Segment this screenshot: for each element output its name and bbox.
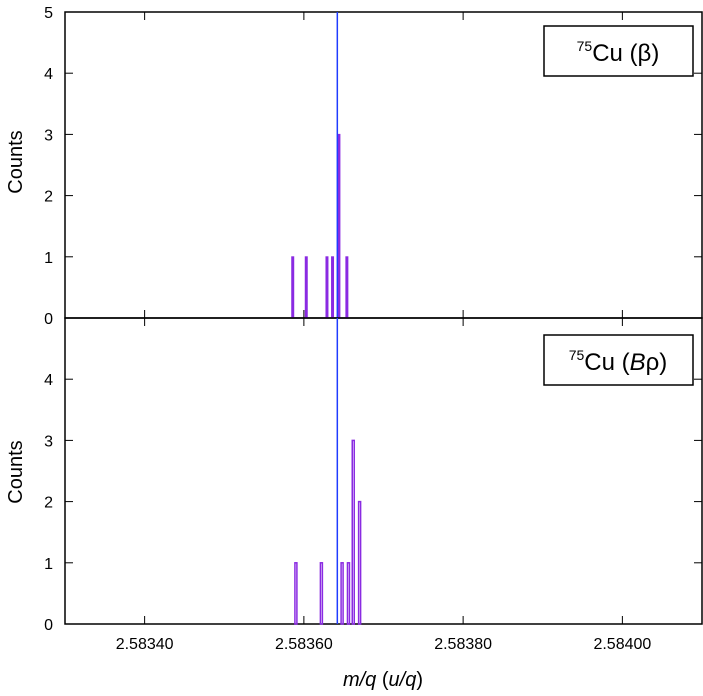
bottom-bars — [294, 439, 362, 625]
bottom-legend-label: 75Cu (Bρ) — [569, 347, 668, 376]
bottom-y-axis-title: Counts — [5, 440, 27, 503]
bottom-bar-3 — [346, 562, 351, 625]
top-y-tick-label-1: 1 — [44, 250, 53, 267]
bottom-y-tick-label-3: 3 — [44, 433, 53, 450]
top-bar-5 — [345, 256, 349, 319]
bottom-y-tick-label-4: 4 — [44, 372, 53, 389]
x-axis-title: m/q (u/q) — [343, 669, 423, 691]
bottom-bar-2 — [340, 562, 344, 625]
x-tick-label-0: 2.58340 — [116, 636, 174, 653]
top-bar-2 — [325, 256, 329, 319]
bottom-bar-1 — [319, 562, 324, 625]
top-bars — [291, 133, 349, 319]
top-legend-box — [543, 25, 694, 77]
x-tick-label-3: 2.58400 — [593, 636, 651, 653]
x-tick-label-2: 2.58380 — [434, 636, 492, 653]
bottom-y-tick-label-0: 0 — [44, 617, 53, 634]
top-y-tick-label-2: 2 — [44, 189, 53, 206]
x-tick-label-1: 2.58360 — [275, 636, 333, 653]
bottom-bar-0 — [294, 562, 298, 625]
top-y-tick-label-3: 3 — [44, 127, 53, 144]
top-y-tick-label-4: 4 — [44, 66, 53, 83]
top-y-tick-label-5: 5 — [44, 5, 53, 22]
bottom-y-tick-label-2: 2 — [44, 495, 53, 512]
top-y-axis: 0 1 2 3 4 5 — [44, 5, 702, 328]
bottom-bar-4 — [351, 439, 355, 625]
top-bar-0 — [291, 256, 295, 319]
bottom-y-tick-label-1: 1 — [44, 556, 53, 573]
top-panel: 0 1 2 3 4 5 Counts 75Cu (β) — [5, 5, 703, 328]
top-bar-1 — [304, 256, 308, 319]
top-legend-label: 75Cu (β) — [577, 38, 660, 67]
top-y-tick-label-0: 0 — [44, 311, 53, 328]
top-y-axis-title: Counts — [5, 130, 27, 193]
bottom-panel: 0 1 2 3 4 2.58340 2.58360 2.58380 2.58400 Count… — [5, 317, 703, 691]
bottom-x-axis: 2.58340 2.58360 2.58380 2.58400 — [116, 318, 651, 653]
bottom-bar-5 — [357, 500, 362, 625]
bottom-y-axis: 0 1 2 3 4 — [44, 372, 702, 634]
top-bar-4 — [337, 133, 341, 319]
bottom-legend-box — [543, 334, 694, 386]
bottom-plot-frame — [64, 317, 703, 625]
top-x-ticks — [144, 12, 623, 318]
top-bar-3 — [331, 256, 335, 319]
top-legend: 75Cu (β) — [543, 25, 694, 77]
bottom-legend: 75Cu (Bρ) — [543, 334, 694, 386]
